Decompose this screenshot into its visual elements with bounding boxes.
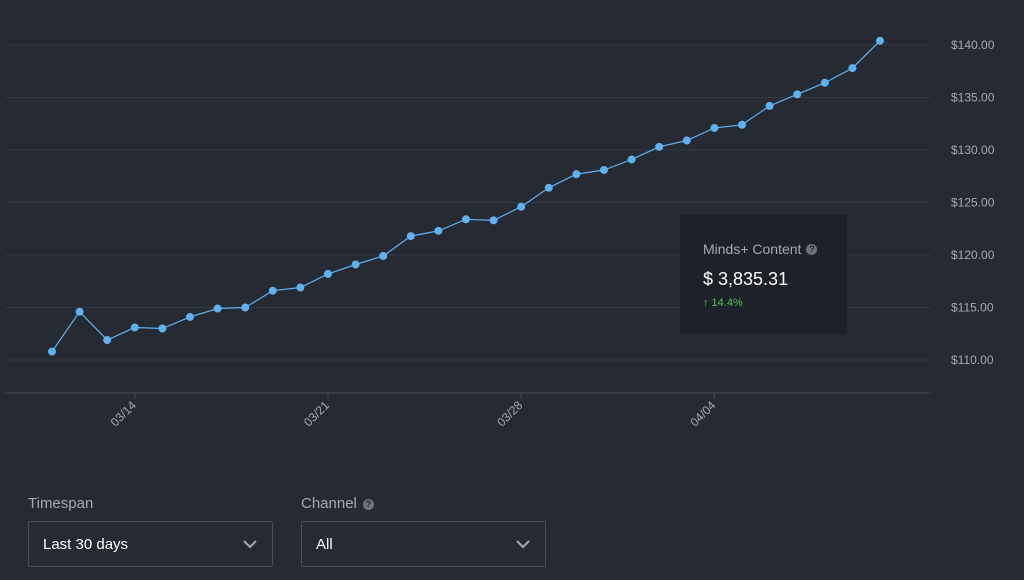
data-point[interactable] <box>296 283 305 292</box>
chart-tooltip: Minds+ Content ? $ 3,835.31 ↑ 14.4% <box>680 215 847 334</box>
data-point[interactable] <box>268 286 277 295</box>
data-point[interactable] <box>324 269 332 278</box>
y-tick-label: $125.00 <box>951 196 995 210</box>
y-tick-label: $140.00 <box>951 38 995 52</box>
tooltip-value: $ 3,835.31 <box>703 269 789 289</box>
data-point[interactable] <box>793 90 802 99</box>
data-point[interactable] <box>655 142 664 151</box>
data-point[interactable] <box>738 120 746 129</box>
y-tick-label: $135.00 <box>951 91 995 105</box>
data-point[interactable] <box>600 165 608 174</box>
x-tick-label: 03/14 <box>108 398 139 429</box>
timespan-label: Timespan <box>28 495 273 513</box>
y-axis-ticks: $110.00 $115.00 $120.00 $125.00 $130.00 $135.… <box>951 38 995 367</box>
data-point[interactable] <box>462 215 470 224</box>
timespan-field: Timespan Last 30 days <box>28 495 273 567</box>
data-point[interactable] <box>876 36 884 45</box>
x-tick-label: 03/21 <box>301 398 332 429</box>
data-point[interactable] <box>406 232 415 241</box>
y-tick-label: $120.00 <box>951 248 995 262</box>
x-tick-label: 04/04 <box>687 398 718 429</box>
x-tick-label: 03/28 <box>494 398 525 429</box>
data-point[interactable] <box>627 155 636 164</box>
data-point[interactable] <box>130 323 139 332</box>
y-tick-label: $130.00 <box>951 143 995 157</box>
data-point[interactable] <box>75 307 84 316</box>
data-point[interactable] <box>489 216 498 225</box>
tooltip-change: ↑ 14.4% <box>703 297 743 309</box>
data-point[interactable] <box>572 170 581 179</box>
series-points <box>48 36 884 356</box>
channel-select-value: All <box>316 535 333 553</box>
y-tick-label: $110.00 <box>951 353 994 367</box>
x-axis-ticks: 03/14 03/21 03/28 04/04 <box>108 393 719 429</box>
line-chart: $110.00 $115.00 $120.00 $125.00 $130.00 $135.… <box>5 36 995 429</box>
question-circle-icon[interactable]: ? <box>806 243 818 255</box>
chevron-down-icon <box>516 540 530 549</box>
grid-lines <box>5 44 931 361</box>
timespan-select[interactable]: Last 30 days <box>28 521 273 567</box>
channel-label-text: Channel <box>301 495 357 512</box>
data-point[interactable] <box>186 312 194 321</box>
question-circle-icon[interactable]: ? <box>362 498 374 510</box>
channel-field: Channel ? All <box>301 495 546 567</box>
data-point[interactable] <box>710 123 719 132</box>
data-point[interactable] <box>351 260 360 269</box>
data-point[interactable] <box>103 336 112 345</box>
tooltip-title-row: Minds+ Content ? <box>703 240 847 258</box>
data-point[interactable] <box>158 324 167 333</box>
data-point[interactable] <box>241 303 250 312</box>
data-point[interactable] <box>765 101 774 110</box>
data-point[interactable] <box>434 226 443 235</box>
channel-label: Channel ? <box>301 495 546 513</box>
tooltip-title: Minds+ Content <box>703 241 802 257</box>
data-point[interactable] <box>820 78 829 87</box>
chevron-down-icon <box>243 540 257 549</box>
timespan-label-text: Timespan <box>28 495 94 512</box>
data-point[interactable] <box>213 304 222 313</box>
data-point[interactable] <box>544 183 553 192</box>
timespan-select-value: Last 30 days <box>43 535 129 553</box>
y-tick-label: $115.00 <box>951 301 994 315</box>
data-point[interactable] <box>682 136 691 145</box>
data-point[interactable] <box>379 252 388 261</box>
data-point[interactable] <box>848 64 857 73</box>
data-point[interactable] <box>517 202 526 211</box>
channel-select[interactable]: All <box>301 521 546 567</box>
data-point[interactable] <box>48 347 56 356</box>
